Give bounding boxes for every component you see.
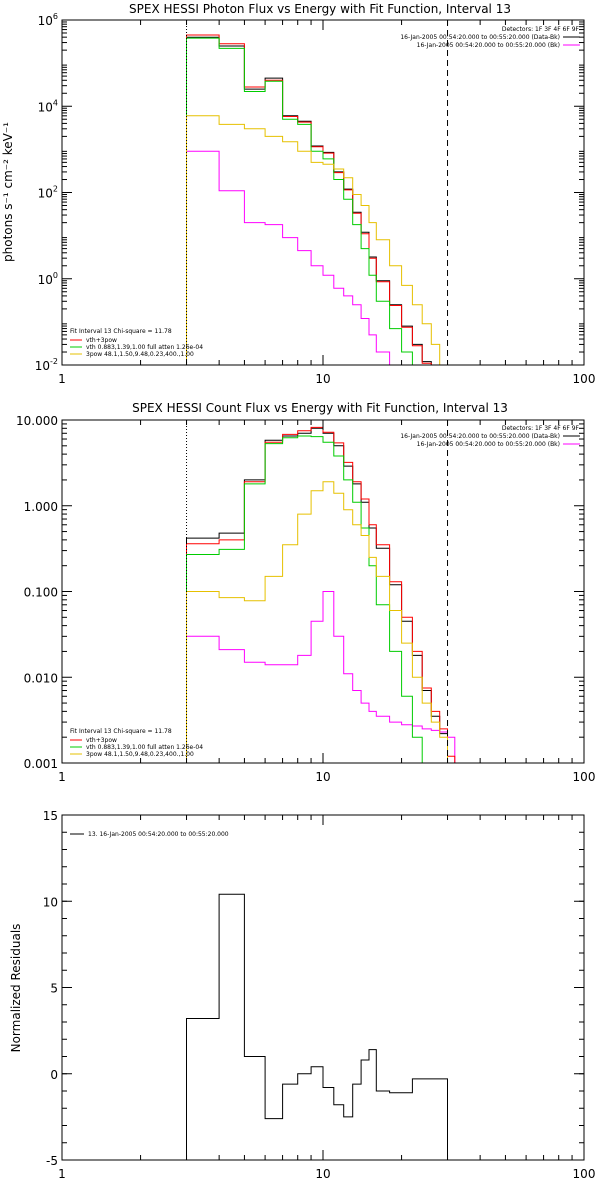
y-tick-label: 104 [38, 98, 58, 114]
x-tick-label: 100 [573, 1167, 596, 1181]
legend-entry-data-bk: 16-Jan-2005 00:54:20.000 to 00:55:20.000… [400, 34, 560, 41]
series-black-line [186, 893, 448, 1160]
fit-legend-entry-3pow: 3pow 48.1,1.50,9.48,0.23,400.,1.00 [86, 351, 194, 358]
count-flux-panel: SPEX HESSI Count Flux vs Energy with Fit… [16, 401, 595, 784]
fit-legend-entry-vth: vth 0.883,1.39,1.00 full atten 1.26e-04 [86, 744, 203, 751]
series-yellow-line [186, 115, 448, 366]
y-tick-label: 10.000 [16, 414, 58, 428]
series-black-line [186, 427, 462, 764]
count-flux-title: SPEX HESSI Count Flux vs Energy with Fit… [132, 401, 508, 415]
y-tick-label: 10 [43, 895, 58, 909]
y-tick-label: -5 [46, 1154, 58, 1168]
series-magenta-line [186, 591, 462, 764]
legend-entry-data-bk: 16-Jan-2005 00:54:20.000 to 00:55:20.000… [400, 433, 560, 440]
series-green-line [186, 435, 462, 764]
y-tick-label: 0.010 [24, 671, 58, 685]
legend-entry-bk: 16-Jan-2005 00:54:20.000 to 00:55:20.000… [417, 441, 560, 448]
residuals-y-ticks: 15 10 5 0 -5 [43, 809, 584, 1168]
photon-flux-legend-top-right: Detectors: 1F 3F 4F 6F 9F 16-Jan-2005 00… [400, 26, 580, 49]
count-flux-legend-bottom-left: Fit Interval 13 Chi-square = 11.78 vth+3… [70, 728, 203, 758]
fit-legend-header: Fit Interval 13 Chi-square = 11.78 [70, 328, 172, 335]
y-tick-label: 102 [38, 185, 58, 201]
fit-legend-header: Fit Interval 13 Chi-square = 11.78 [70, 728, 172, 735]
x-tick-label: 10 [315, 770, 330, 784]
photon-flux-legend-bottom-left: Fit Interval 13 Chi-square = 11.78 vth+3… [70, 328, 203, 358]
series-red-line [186, 34, 448, 366]
y-tick-label: 0.100 [24, 586, 58, 600]
count-flux-legend-top-right: Detectors: 1F 3F 4F 6F 9F 16-Jan-2005 00… [400, 425, 580, 448]
legend-entry-bk: 16-Jan-2005 00:54:20.000 to 00:55:20.000… [417, 42, 560, 49]
y-tick-label: 100 [38, 271, 58, 287]
y-tick-label: 0.001 [24, 757, 58, 771]
x-tick-label: 1 [58, 372, 66, 386]
residuals-legend-entry: 13. 16-Jan-2005 00:54:20.000 to 00:55:20… [88, 831, 229, 838]
x-tick-label: 10 [315, 372, 330, 386]
x-tick-label: 100 [573, 770, 596, 784]
x-tick-label: 100 [573, 372, 596, 386]
y-tick-label: 0 [50, 1068, 58, 1082]
residuals-panel: 1 10 100 15 10 5 0 -5 Normalized Residuals 13.… [9, 809, 595, 1181]
photon-flux-y-axis-label: photons s⁻¹ cm⁻² keV⁻¹ [1, 122, 15, 262]
series-magenta-line [186, 150, 448, 366]
series-green-line [186, 37, 448, 366]
legend-header: Detectors: 1F 3F 4F 6F 9F [502, 26, 580, 33]
y-tick-label: 106 [38, 12, 58, 28]
photon-flux-series [186, 34, 448, 366]
photon-flux-panel: SPEX HESSI Photon Flux vs Energy with Fi… [1, 2, 595, 386]
photon-flux-y-ticks: 106 104 102 100 10-2 [35, 12, 584, 373]
y-tick-label: 15 [43, 809, 58, 823]
legend-header: Detectors: 1F 3F 4F 6F 9F [502, 425, 580, 432]
photon-flux-plot-frame [61, 19, 585, 366]
count-flux-y-ticks: 10.000 1.000 0.100 0.010 0.001 [16, 414, 584, 771]
residuals-legend: 13. 16-Jan-2005 00:54:20.000 to 00:55:20… [70, 831, 229, 838]
count-flux-vlines [186, 420, 449, 763]
y-tick-label: 5 [50, 982, 58, 996]
residuals-series [186, 893, 448, 1160]
series-black-line [186, 36, 448, 366]
residuals-y-axis-label: Normalized Residuals [9, 924, 23, 1053]
photon-flux-title: SPEX HESSI Photon Flux vs Energy with Fi… [129, 2, 511, 16]
count-flux-x-ticks: 1 10 100 [58, 420, 595, 784]
fit-legend-entry-3pow: 3pow 48.1,1.50,9.48,0.23,400.,1.00 [86, 751, 194, 758]
photon-flux-vlines [186, 20, 449, 365]
fit-legend-entry-vth: vth 0.883,1.39,1.00 full atten 1.26e-04 [86, 344, 203, 351]
photon-flux-x-ticks: 1 10 100 [58, 20, 595, 386]
series-red-line [186, 426, 462, 764]
residuals-plot-frame [61, 814, 585, 1161]
fit-legend-entry-vth-3pow: vth+3pow [86, 337, 117, 344]
fit-legend-entry-vth-3pow: vth+3pow [86, 737, 117, 744]
y-tick-label: 1.000 [24, 500, 58, 514]
count-flux-series [186, 426, 462, 764]
x-tick-label: 10 [315, 1167, 330, 1181]
x-tick-label: 1 [58, 1167, 66, 1181]
series-yellow-line [186, 481, 462, 764]
x-tick-label: 1 [58, 770, 66, 784]
y-tick-label: 10-2 [35, 357, 58, 373]
residuals-x-ticks: 1 10 100 [58, 815, 595, 1181]
